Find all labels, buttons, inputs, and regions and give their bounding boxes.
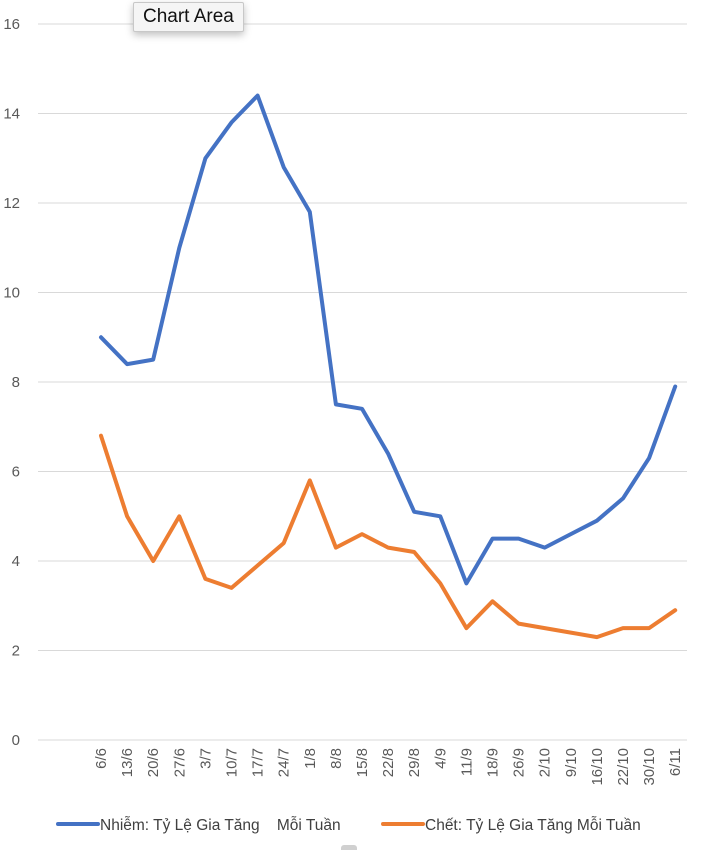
x-tick-label: 30/10 (641, 748, 658, 786)
x-tick-label: 26/9 (511, 748, 528, 777)
y-tick-label: 8 (12, 374, 20, 391)
y-tick-label: 0 (12, 732, 20, 749)
legend-label-1: Chết: Tỷ Lệ Gia Tăng Mỗi Tuần (425, 817, 641, 834)
x-tick-label: 17/7 (250, 748, 267, 777)
series-lines (99, 93, 678, 640)
x-tick-label: 10/7 (224, 748, 241, 777)
series-line-1[interactable] (99, 433, 678, 640)
x-tick-label: 22/8 (380, 748, 397, 777)
x-tick-label: 2/10 (537, 748, 554, 777)
x-tick-label: 18/9 (485, 748, 502, 777)
x-tick-label: 29/8 (406, 748, 423, 777)
x-tick-label: 20/6 (145, 748, 162, 777)
tooltip-label: Chart Area (143, 6, 234, 27)
x-tick-label: 6/11 (667, 748, 684, 776)
x-tick-label: 1/8 (302, 748, 319, 769)
y-tick-label: 10 (3, 285, 20, 302)
x-tick-label: 8/8 (328, 748, 345, 769)
x-axis-ticks: 6/6 13/6 20/6 27/6 3/7 10/7 17/7 24/7 1/8 8/8 15/8… (93, 748, 684, 786)
resize-handle[interactable] (341, 845, 357, 850)
x-tick-label: 6/6 (93, 748, 110, 769)
gridlines (38, 23, 687, 741)
y-tick-label: 2 (12, 643, 20, 660)
legend-label-0: Nhiễm: Tỷ Lệ Gia Tăng Mỗi Tuần (100, 817, 341, 834)
x-tick-label: 24/7 (276, 748, 293, 777)
x-tick-label: 4/9 (432, 748, 449, 769)
x-tick-label: 11/9 (458, 748, 475, 776)
legend[interactable]: Nhiễm: Tỷ Lệ Gia Tăng Mỗi Tuần Chết: Tỷ L… (56, 817, 641, 834)
chart-area-tooltip: Chart Area (133, 2, 244, 32)
x-tick-label: 22/10 (615, 748, 632, 786)
y-axis-ticks: 0 2 4 6 8 10 12 14 16 (3, 16, 20, 749)
x-tick-label: 9/10 (563, 748, 580, 777)
x-tick-label: 15/8 (354, 748, 371, 777)
x-tick-label: 13/6 (119, 748, 136, 777)
y-tick-label: 6 (12, 464, 20, 481)
y-tick-label: 4 (12, 553, 20, 570)
x-tick-label: 3/7 (197, 748, 214, 769)
x-tick-label: 27/6 (171, 748, 188, 777)
series-line-0[interactable] (99, 93, 678, 586)
x-tick-label: 16/10 (589, 748, 606, 786)
y-tick-label: 12 (3, 195, 20, 212)
y-tick-label: 16 (3, 16, 20, 33)
y-tick-label: 14 (3, 106, 20, 123)
